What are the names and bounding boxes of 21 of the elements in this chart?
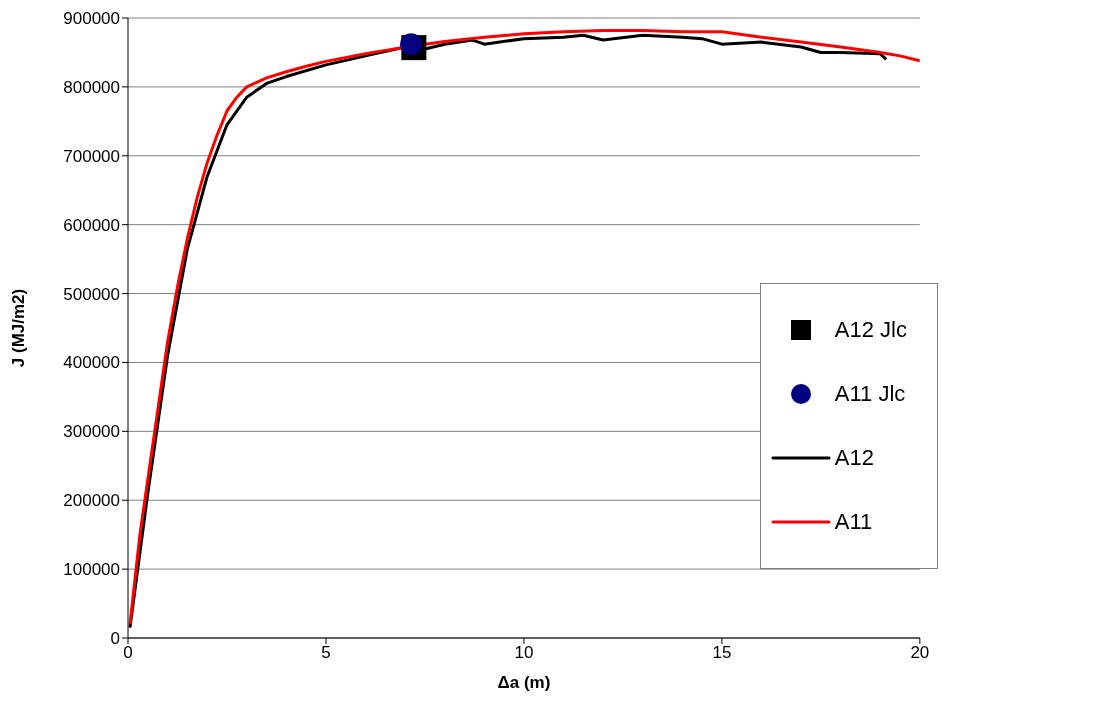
legend-label: A12 [834, 445, 874, 471]
y-tick-label: 200000 [63, 491, 120, 511]
y-tick-label: 800000 [63, 77, 120, 97]
x-tick-label: 20 [910, 643, 930, 663]
legend-label: A11 [834, 509, 873, 535]
y-tick-label: 300000 [63, 422, 120, 442]
y-axis-title: J (MJ/m2) [9, 288, 29, 368]
x-tick-label: 15 [712, 643, 732, 663]
y-tick-label: 400000 [63, 353, 120, 373]
y-tick-label: 0 [110, 629, 120, 649]
y-tick-label: 500000 [63, 284, 120, 304]
x-tick-label: 5 [321, 643, 331, 663]
y-tick-label: 100000 [63, 560, 120, 580]
y-tick-label: 700000 [63, 146, 120, 166]
legend-label: A11 Jlc [834, 381, 906, 407]
y-tick-label: 900000 [63, 9, 120, 29]
x-tick-label: 10 [514, 643, 534, 663]
y-tick-label: 600000 [63, 215, 120, 235]
x-axis-title: Δa (m) [497, 673, 551, 692]
legend-label: A12 Jlc [834, 317, 907, 343]
x-tick-label: 0 [123, 643, 133, 663]
